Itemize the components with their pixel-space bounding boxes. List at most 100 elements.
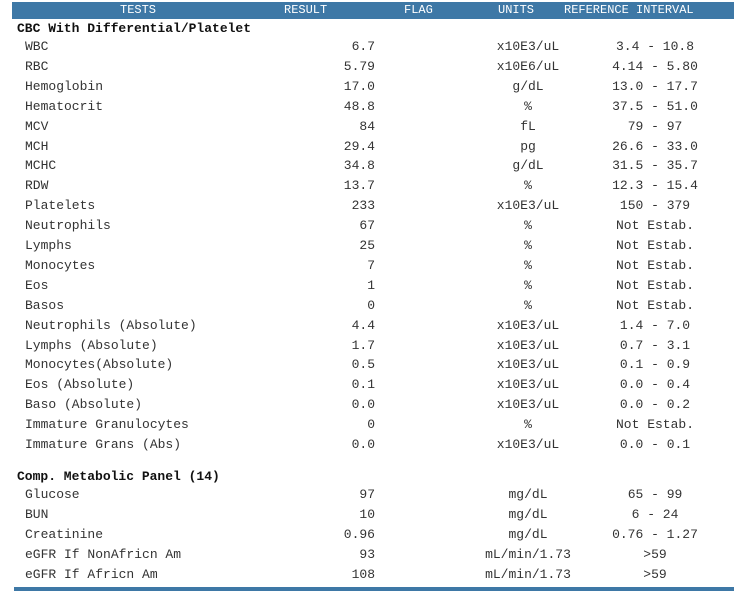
reference-interval: 4.14 - 5.80 [612,58,698,74]
result-value: 108 [351,567,375,582]
table-row: Neutrophils 67% Not Estab. [0,218,740,238]
table-row: Neutrophils (Absolute) 4.4 x10E3/uL 1.4 - 7… [0,318,740,338]
result-value: 0.0 [351,437,375,452]
reference-interval: 79 - 97 [627,118,683,134]
table-row: Lymphs (Absolute) 1.7 x10E3/uL 0.7 - 3.1 [0,338,740,358]
header-result: RESULT [284,3,328,17]
units-value: x10E3/uL [496,437,560,452]
test-name: BUN [25,507,49,522]
result-value: 0.1 [351,377,375,393]
table-row: Immature Grans (Abs) 0.0 x10E3/uL 0.0 - 0.1 [0,437,740,457]
header-units: UNITS [498,3,535,17]
reference-interval: 0.76 - 1.27 [612,527,698,542]
table-row: MCHC 34.8 g/dL 31.5 - 35.7 [0,158,740,178]
units-value: x10E3/uL [496,397,560,413]
test-name: Neutrophils [25,218,111,234]
reference-interval: Not Estab. [615,257,694,273]
units-value: g/dL [512,78,544,94]
table-row: eGFR If NonAfricn Am 93 mL/min/1.73 >59 [0,547,740,567]
test-name: RDW [25,178,49,194]
reference-interval: 6 - 24 [631,507,679,522]
units-value: % [524,178,532,194]
reference-interval: 37.5 - 51.0 [612,98,698,114]
result-value: 1 [367,277,375,293]
table-row: Hemoglobin 17.0 g/dL 13.0 - 17.7 [0,79,740,99]
reference-interval: >59 [643,547,667,562]
test-name: Baso (Absolute) [25,397,143,413]
header-tests: TESTS [120,3,157,17]
result-value: 7 [367,257,375,273]
test-name: Neutrophils (Absolute) [25,317,197,333]
reference-interval: Not Estab. [615,238,694,253]
section-title: CBC With Differential/Platelet [17,21,252,36]
units-value: % [524,257,532,273]
test-name: eGFR If NonAfricn Am [25,547,182,562]
result-value: 13.7 [343,178,375,194]
units-value: x10E3/uL [496,377,560,393]
result-value: 67 [359,218,375,234]
table-row: Immature Granulocytes 0% Not Estab. [0,417,740,437]
table-row: Monocytes(Absolute) 0.5 x10E3/uL 0.1 - 0.9 [0,357,740,377]
test-name: RBC [25,58,49,74]
reference-interval: 1.4 - 7.0 [619,317,691,333]
table-row: BUN 10 mg/dL 6 - 24 [0,507,740,527]
test-name: Creatinine [25,527,104,542]
units-value: % [524,277,532,293]
table-row: Eos 1% Not Estab. [0,278,740,298]
units-value: mL/min/1.73 [485,547,571,562]
table-row: Monocytes 7% Not Estab. [0,258,740,278]
result-value: 48.8 [343,98,375,114]
result-value: 25 [359,238,375,253]
result-value: 84 [359,118,375,134]
reference-interval: 31.5 - 35.7 [612,158,698,174]
table-row: Eos (Absolute) 0.1 x10E3/uL 0.0 - 0.4 [0,377,740,397]
units-value: mg/dL [508,527,548,542]
test-name: MCHC [25,158,57,174]
test-name: Glucose [25,487,80,502]
table-row: RBC 5.79 x10E6/uL 4.14 - 5.80 [0,59,740,79]
reference-interval: Not Estab. [615,218,694,234]
bottom-divider [14,587,734,591]
table-row: Hematocrit 48.8% 37.5 - 51.0 [0,99,740,119]
test-name: WBC [25,39,49,54]
result-value: 233 [351,198,375,214]
reference-interval: 0.1 - 0.9 [619,357,691,373]
table-row: Creatinine 0.96 mg/dL 0.76 - 1.27 [0,527,740,547]
reference-interval: 3.4 - 10.8 [615,39,694,54]
reference-interval: 26.6 - 33.0 [612,138,698,154]
result-value: 97 [359,487,375,502]
reference-interval: 12.3 - 15.4 [612,178,698,194]
result-value: 0.96 [343,527,375,542]
header-reference: REFERENCE INTERVAL [564,3,694,17]
test-name: Hematocrit [25,98,104,114]
reference-interval: 150 - 379 [619,198,691,214]
test-name: MCV [25,118,49,134]
units-value: % [524,297,532,313]
test-name: Monocytes [25,257,96,273]
units-value: x10E3/uL [496,357,560,373]
units-value: x10E3/uL [496,337,560,353]
table-row: Baso (Absolute) 0.0 x10E3/uL 0.0 - 0.2 [0,397,740,417]
result-value: 93 [359,547,375,562]
reference-interval: 0.0 - 0.4 [619,377,691,393]
table-row: MCV 84 fL 79 - 97 [0,119,740,139]
result-value: 10 [359,507,375,522]
test-name: Immature Granulocytes [25,417,189,433]
table-row: MCH 29.4 pg 26.6 - 33.0 [0,139,740,159]
result-value: 0 [367,417,375,433]
reference-interval: Not Estab. [615,277,694,293]
result-value: 6.7 [351,39,375,54]
test-name: Immature Grans (Abs) [25,437,182,452]
units-value: x10E6/uL [496,58,560,74]
units-value: x10E3/uL [496,317,560,333]
test-name: Platelets [25,198,96,214]
test-name: Eos [25,277,49,293]
table-row: Basos 0% Not Estab. [0,298,740,318]
reference-interval: Not Estab. [615,417,694,433]
test-name: eGFR If Africn Am [25,567,158,582]
table-row: RDW 13.7% 12.3 - 15.4 [0,178,740,198]
result-value: 29.4 [343,138,375,154]
test-name: Basos [25,297,65,313]
result-value: 17.0 [343,78,375,94]
section-title: Comp. Metabolic Panel (14) [17,469,220,484]
